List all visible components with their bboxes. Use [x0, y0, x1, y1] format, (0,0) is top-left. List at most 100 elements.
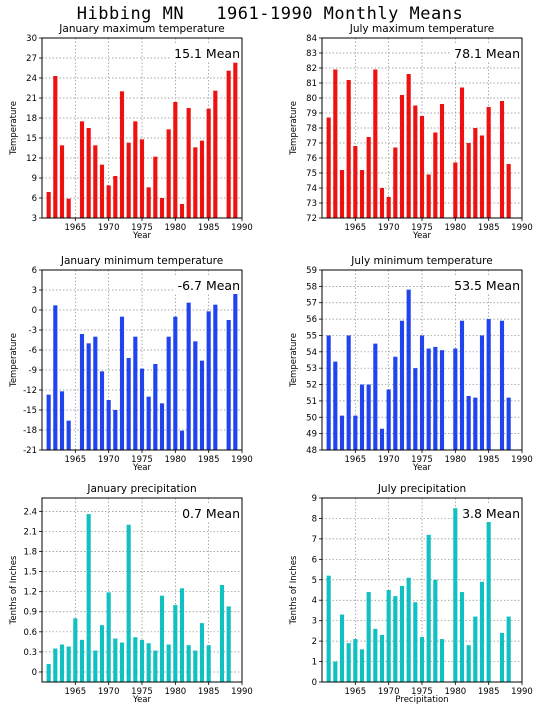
bar-1966 — [359, 384, 365, 450]
x-axis-label: Year — [132, 695, 152, 705]
bar-1982 — [186, 108, 191, 218]
bar-1972 — [119, 316, 125, 450]
chart-panel-5: January precipitation 0 0.3 0.6 0.9 1.2 1.5 1.8… — [9, 483, 253, 705]
bar-1988 — [506, 616, 511, 682]
bar-1969 — [379, 188, 385, 218]
bar-1971 — [113, 176, 118, 218]
bar-1974 — [413, 602, 418, 682]
y-tick-label: 59 — [306, 266, 317, 276]
mean-annotation-bg — [171, 45, 241, 62]
bar-1985 — [206, 108, 211, 218]
bar-1985 — [486, 107, 491, 218]
bar-1978 — [439, 104, 445, 218]
y-tick-label: 0 — [32, 306, 37, 316]
x-axis-label: Year — [412, 231, 432, 241]
y-tick-label: 0.9 — [23, 608, 37, 618]
bar-1981 — [179, 430, 185, 450]
bar-1974 — [413, 105, 418, 218]
y-tick-label: 81 — [306, 79, 317, 89]
bar-1987 — [499, 320, 505, 450]
mean-annotation-bg — [451, 277, 521, 294]
bar-1970 — [386, 389, 391, 450]
bar-1976 — [426, 534, 431, 682]
y-tick-label: 50 — [306, 413, 317, 423]
plot-frame — [321, 269, 523, 451]
bar-1968 — [93, 650, 98, 682]
bar-1970 — [106, 185, 111, 218]
x-tick-label: 1985 — [478, 455, 500, 465]
bar-1980 — [173, 605, 178, 682]
bar-1969 — [99, 371, 105, 450]
plot-frame — [41, 269, 243, 451]
bar-1980 — [173, 102, 178, 218]
y-tick-label: -6 — [29, 346, 37, 356]
plot-frame — [321, 37, 523, 219]
bar-1982 — [186, 645, 191, 682]
x-tick-label: 1965 — [345, 687, 367, 697]
y-tick-label: 21 — [26, 94, 37, 104]
y-tick-label: 0 — [312, 678, 317, 688]
bar-1976 — [426, 348, 431, 450]
bar-1988 — [506, 397, 511, 450]
bar-1984 — [479, 135, 485, 218]
bar-1978 — [439, 639, 445, 682]
bar-1972 — [119, 91, 125, 218]
bar-1962 — [333, 661, 338, 682]
y-tick-label: -3 — [29, 326, 37, 336]
bar-1971 — [393, 356, 398, 450]
x-tick-label: 1985 — [198, 223, 220, 233]
bar-1966 — [359, 170, 365, 218]
bar-1965 — [353, 415, 358, 450]
bar-1984 — [199, 360, 205, 450]
bar-1970 — [106, 400, 111, 450]
bar-1972 — [119, 642, 125, 682]
bar-1977 — [433, 579, 438, 682]
bar-1988 — [506, 164, 511, 218]
x-tick-label: 1975 — [411, 687, 433, 697]
x-tick-label: 1980 — [165, 687, 187, 697]
x-axis-label: Year — [412, 463, 432, 473]
y-tick-label: -9 — [29, 366, 37, 376]
bar-1973 — [126, 358, 131, 450]
mean-annotation: 15.1 Mean — [174, 46, 240, 61]
bar-1961 — [326, 117, 331, 218]
bar-1970 — [386, 590, 391, 682]
bar-1976 — [146, 643, 151, 682]
bar-1967 — [366, 137, 371, 218]
bar-1962 — [53, 648, 58, 682]
y-tick-label: 1.5 — [23, 568, 37, 578]
y-tick-label: 55 — [306, 331, 317, 341]
bar-1967 — [366, 384, 371, 450]
bar-1980 — [173, 316, 178, 450]
y-tick-label: 54 — [306, 348, 317, 358]
bar-1983 — [473, 397, 478, 450]
y-tick-label: 30 — [26, 34, 37, 44]
bar-1969 — [379, 428, 385, 450]
y-tick-label: 74 — [306, 184, 317, 194]
bar-1984 — [479, 581, 485, 682]
mean-annotation-bg — [174, 277, 241, 294]
x-tick-label: 1975 — [411, 455, 433, 465]
bar-1977 — [153, 156, 158, 218]
bar-1970 — [386, 197, 391, 218]
bar-1979 — [166, 644, 171, 682]
chart-title: July precipitation — [377, 483, 466, 495]
y-tick-label: -12 — [23, 386, 37, 396]
bar-1972 — [399, 320, 405, 450]
bar-1968 — [373, 628, 378, 682]
x-tick-label: 1985 — [478, 223, 500, 233]
y-tick-label: 76 — [306, 154, 317, 164]
bar-1967 — [366, 592, 371, 682]
x-tick-label: 1975 — [411, 223, 433, 233]
y-tick-label: 79 — [306, 109, 317, 119]
plot-frame — [321, 497, 523, 683]
bar-1986 — [213, 90, 218, 218]
bar-1964 — [346, 335, 351, 450]
bar-1964 — [66, 420, 71, 450]
x-tick-label: 1965 — [345, 223, 367, 233]
x-tick-label: 1970 — [378, 455, 400, 465]
y-tick-label: 58 — [306, 282, 317, 292]
y-tick-label: -18 — [23, 426, 37, 436]
bar-1984 — [199, 140, 205, 218]
bar-1984 — [479, 335, 485, 450]
